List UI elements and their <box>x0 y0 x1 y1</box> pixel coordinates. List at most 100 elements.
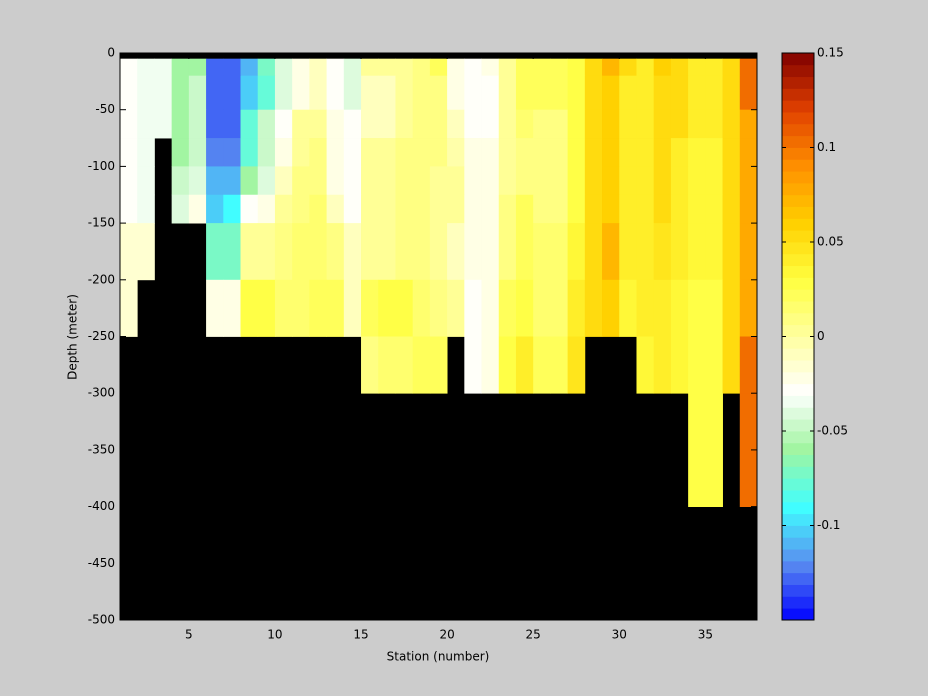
heatmap-cell <box>429 138 448 167</box>
heatmap-cell <box>464 336 482 394</box>
colorbar-band <box>782 76 814 89</box>
heatmap-cell <box>343 75 362 111</box>
heatmap-cell <box>309 58 327 77</box>
heatmap-cell <box>498 138 517 167</box>
heatmap-cell <box>550 279 569 337</box>
colorbar-band <box>782 218 814 231</box>
colorbar-band <box>782 454 814 467</box>
y-axis-label: Depth (meter) <box>66 294 80 380</box>
heatmap-cell <box>326 166 345 196</box>
colorbar-band <box>782 442 814 456</box>
heatmap-cell <box>653 194 672 224</box>
heatmap-cell <box>120 166 138 196</box>
heatmap-cell <box>395 279 414 337</box>
colorbar-band <box>782 253 814 267</box>
colorbar-tick-label: 0 <box>817 329 825 343</box>
heatmap-cell <box>171 138 190 167</box>
heatmap-cell <box>429 109 448 139</box>
x-tick-label: 20 <box>439 628 454 642</box>
heatmap-cell <box>361 223 379 281</box>
heatmap-cell <box>498 58 517 77</box>
heatmap-cell <box>636 109 655 139</box>
heatmap-cell <box>137 223 155 281</box>
heatmap-cell <box>361 279 379 337</box>
heatmap-cell <box>619 194 637 224</box>
heatmap-cell <box>257 166 276 196</box>
heatmap-cell <box>395 138 414 167</box>
heatmap-cell <box>326 194 345 224</box>
heatmap-cell <box>584 194 603 224</box>
heatmap-cell <box>670 138 689 167</box>
heatmap-cell <box>550 58 569 77</box>
colorbar-band <box>782 242 814 255</box>
heatmap-cell <box>206 279 224 337</box>
heatmap-cell <box>171 194 190 224</box>
heatmap-cell <box>602 58 620 77</box>
heatmap-cell <box>705 336 723 394</box>
heatmap-cell <box>309 138 327 167</box>
heatmap-cell <box>188 75 207 111</box>
heatmap-cell <box>567 75 586 111</box>
heatmap-cell <box>309 166 327 196</box>
heatmap-cell <box>171 109 190 139</box>
heatmap-cell <box>688 58 706 77</box>
heatmap-cell <box>464 279 482 337</box>
heatmap-cell <box>154 58 173 77</box>
heatmap-cell <box>206 166 224 196</box>
heatmap-cell <box>688 166 706 196</box>
heatmap-cell <box>292 166 310 196</box>
colorbar-band <box>782 100 814 113</box>
heatmap-cell <box>223 279 241 337</box>
heatmap-cell <box>412 279 431 337</box>
heatmap-cell <box>188 109 207 139</box>
heatmap-cell <box>429 75 448 111</box>
colorbar-band <box>782 513 814 526</box>
heatmap-cell <box>309 223 327 281</box>
heatmap-cell <box>515 109 534 139</box>
heatmap-cell <box>240 109 259 139</box>
heatmap-cell <box>705 223 723 281</box>
heatmap-cell <box>619 279 637 337</box>
heatmap-cell <box>223 109 241 139</box>
colorbar-band <box>782 289 814 302</box>
heatmap-cell <box>498 223 517 281</box>
heatmap-cell <box>636 75 655 111</box>
heatmap-cell <box>464 166 482 196</box>
heatmap-cell <box>739 194 758 224</box>
heatmap-cell <box>171 58 190 77</box>
heatmap-cell <box>670 194 689 224</box>
heatmap-cell <box>670 166 689 196</box>
heatmap-cell <box>653 279 672 337</box>
heatmap-cell <box>326 109 345 139</box>
heatmap-cell <box>378 58 396 77</box>
heatmap-cell <box>326 75 345 111</box>
colorbar-band <box>782 572 814 585</box>
heatmap-cell <box>515 166 534 196</box>
heatmap-cell <box>498 75 517 111</box>
heatmap-cell <box>378 223 396 281</box>
heatmap-cell <box>326 279 345 337</box>
x-tick-label: 35 <box>698 628 713 642</box>
colorbar-band <box>782 478 814 491</box>
y-tick-label: -300 <box>88 386 115 400</box>
heatmap-cell <box>120 223 138 281</box>
heatmap-cell <box>292 194 310 224</box>
heatmap-cell <box>567 223 586 281</box>
heatmap-cell <box>739 393 758 507</box>
heatmap-cell <box>412 138 431 167</box>
heatmap-cell <box>567 194 586 224</box>
heatmap-cell <box>481 279 500 337</box>
heatmap-cell <box>567 166 586 196</box>
heatmap-cell <box>292 109 310 139</box>
y-tick-label: -500 <box>88 613 115 627</box>
colorbar-band <box>782 419 814 432</box>
colorbar-band <box>782 312 814 326</box>
heatmap-cell <box>688 223 706 281</box>
heatmap-cell <box>309 279 327 337</box>
heatmap-cell <box>722 75 741 111</box>
heatmap-cell <box>705 166 723 196</box>
heatmap-cell <box>464 75 482 111</box>
heatmap-cell <box>361 75 379 111</box>
heatmap-cell <box>688 336 706 394</box>
heatmap-cell <box>550 223 569 281</box>
